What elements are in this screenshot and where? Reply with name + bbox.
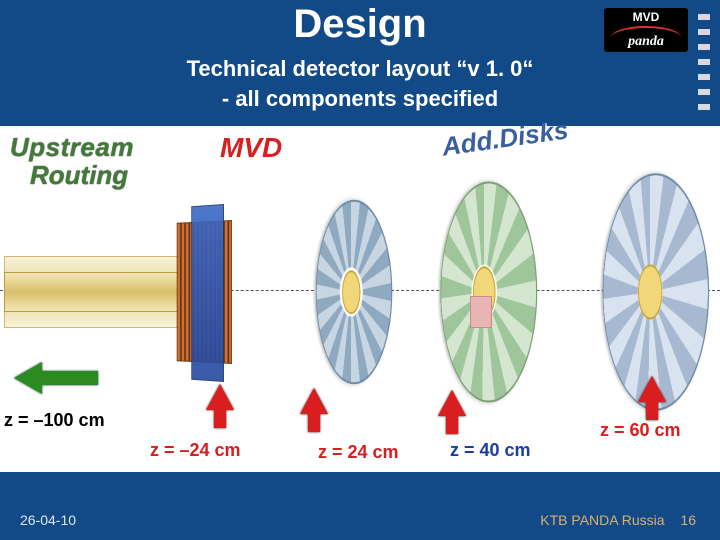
slide: Design Technical detector layout “v 1. 0… [0,0,720,540]
subtitle-line-2: - all components specified [222,86,498,111]
zlabel-plus40: z = 40 cm [450,440,531,461]
zlabel-plus24: z = 24 cm [318,442,399,463]
subtitle-line-1: Technical detector layout “v 1. 0“ [187,56,534,81]
mvd-disk [316,192,393,392]
zlabel-minus24: z = –24 cm [150,440,241,461]
label-upstream: Upstream [10,132,134,163]
arrow-z-plus60 [638,376,666,402]
arrow-z-minus24 [206,384,234,410]
label-routing: Routing [30,160,128,191]
footer-text: KTB PANDA Russia [540,512,664,528]
detector-figure: Upstream Routing MVD Add.Disks z = –100 … [0,126,720,472]
footer-page: 16 [680,512,696,528]
footer-date: 26-04-10 [20,512,76,528]
footer-right: KTB PANDA Russia 16 [540,512,696,528]
decor-rect [470,296,492,328]
logo-line-1: MVD [604,8,688,24]
detector-3d [0,186,720,386]
arrow-upstream-green [14,362,42,394]
zlabel-minus100: z = –100 cm [4,410,105,431]
label-adddisks: Add.Disks [440,114,570,162]
mvd-blue-plane [191,204,224,382]
arrow-z-plus40 [438,390,466,416]
arrow-z-plus24 [300,388,328,414]
logo-line-2: panda [604,34,688,50]
beam-pipe-inner [4,272,196,312]
add-disk-1 [440,170,537,414]
panda-mvd-logo: MVD panda [604,8,688,52]
label-mvd: MVD [220,132,282,164]
slide-subtitle: Technical detector layout “v 1. 0“ - all… [0,54,720,113]
slide-decor-bullets [698,14,710,119]
zlabel-plus60: z = 60 cm [600,420,681,441]
